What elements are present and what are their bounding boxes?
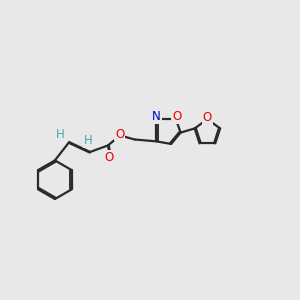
Text: O: O [203,111,212,124]
Text: H: H [84,134,93,147]
Text: O: O [115,128,124,140]
Text: H: H [56,128,65,141]
Text: O: O [104,151,113,164]
Text: O: O [172,110,182,123]
Text: N: N [152,110,161,123]
